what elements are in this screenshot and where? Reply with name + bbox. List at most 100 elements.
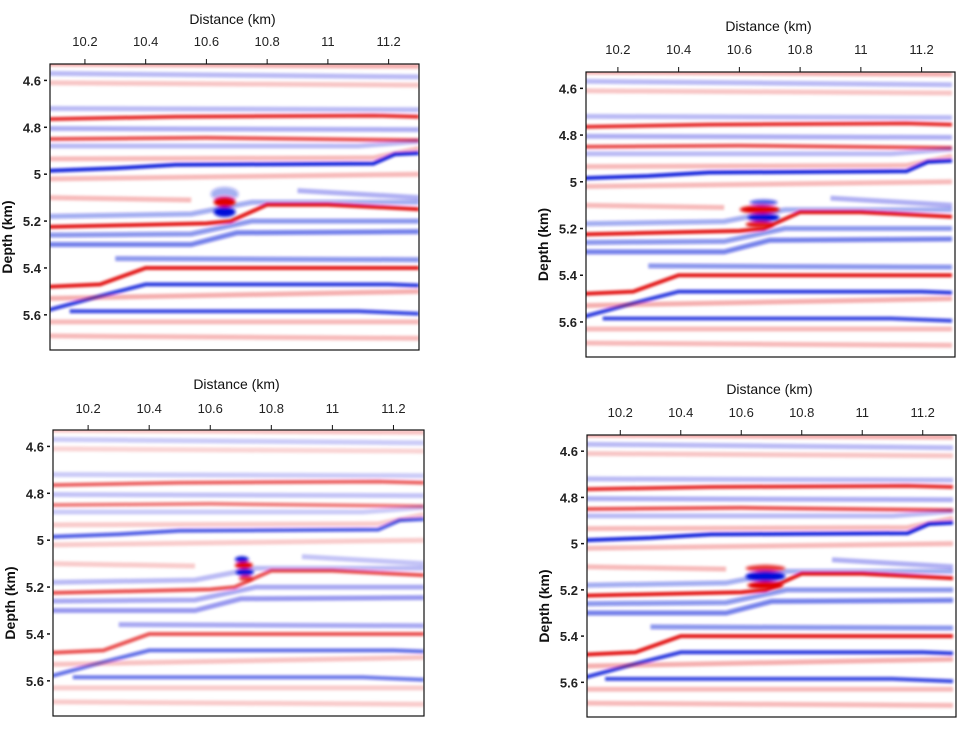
positive-reflector bbox=[53, 537, 424, 548]
x-tick-label: 11 bbox=[321, 34, 335, 49]
x-tick-label: 10.8 bbox=[254, 34, 279, 49]
negative-reflector bbox=[297, 188, 419, 201]
y-tick-label: 5.4 bbox=[23, 261, 42, 276]
y-tick-label: 4.8 bbox=[560, 490, 578, 505]
x-axis-title: Distance (km) bbox=[726, 381, 812, 397]
x-tick-label: 11.2 bbox=[381, 401, 405, 416]
x-tick-label: 10.8 bbox=[259, 401, 284, 416]
y-tick-label: 5.2 bbox=[560, 583, 578, 598]
panel-top-left: 10.2 10.4 10.6 10.8 11 11.2 4.6 4.8 5 5.2 5.4 5.6 Di… bbox=[0, 11, 420, 351]
y-axis-title: Depth (km) bbox=[0, 200, 15, 273]
x-tick-label: 11.2 bbox=[376, 34, 400, 49]
diffractor-anomaly bbox=[210, 187, 239, 217]
positive-reflector bbox=[53, 568, 424, 595]
negative-reflector bbox=[586, 226, 952, 245]
positive-reflector bbox=[587, 505, 954, 513]
y-tick-label: 5.4 bbox=[559, 268, 578, 283]
y-tick-label: 4.6 bbox=[560, 444, 578, 459]
x-tick-label: 10.6 bbox=[198, 401, 223, 416]
positive-reflector bbox=[50, 266, 419, 289]
positive-reflector bbox=[587, 634, 953, 657]
positive-reflector bbox=[586, 143, 953, 150]
negative-reflector bbox=[53, 595, 424, 613]
negative-reflector bbox=[831, 557, 954, 570]
positive-reflector bbox=[586, 202, 725, 210]
x-tick-label: 10.4 bbox=[668, 405, 693, 420]
positive-reflector bbox=[53, 479, 424, 488]
y-tick-label: 5 bbox=[37, 533, 44, 548]
negative-reflector bbox=[50, 218, 419, 238]
positive-reflector bbox=[50, 202, 419, 229]
negative-reflector bbox=[648, 263, 953, 270]
y-tick-label: 5.6 bbox=[559, 315, 577, 330]
positive-reflector bbox=[50, 80, 419, 88]
plot-frame bbox=[586, 434, 957, 718]
x-tick-label: 10.6 bbox=[727, 42, 752, 57]
x-tick-label: 10.6 bbox=[729, 405, 754, 420]
positive-reflector bbox=[586, 340, 953, 348]
x-tick-label: 10.2 bbox=[605, 42, 630, 57]
x-axis-title: Distance (km) bbox=[189, 11, 275, 27]
panel-bottom-left: 10.2 10.4 10.6 10.8 11 11.2 4.6 4.8 5 5.2 5.4 5.6 Di… bbox=[2, 376, 425, 717]
x-tick-label: 10.2 bbox=[72, 34, 97, 49]
x-axis-title: Distance (km) bbox=[725, 18, 811, 34]
negative-reflector bbox=[72, 675, 424, 682]
negative-reflector bbox=[50, 229, 419, 247]
positive-reflector bbox=[53, 446, 424, 454]
y-tick-label: 5.6 bbox=[23, 308, 41, 323]
positive-reflector bbox=[587, 451, 954, 459]
positive-reflector bbox=[50, 288, 419, 301]
positive-reflector bbox=[587, 515, 954, 532]
diffractor-anomaly bbox=[234, 556, 254, 582]
positive-reflector bbox=[53, 632, 424, 655]
positive-reflector bbox=[586, 121, 953, 129]
positive-reflector bbox=[50, 195, 192, 203]
negative-reflector bbox=[586, 78, 953, 88]
diffractor-anomaly bbox=[745, 564, 786, 590]
seismic-image bbox=[53, 430, 424, 707]
negative-reflector bbox=[50, 151, 419, 173]
diffractor-anomaly bbox=[739, 199, 780, 228]
y-axis-title: Depth (km) bbox=[536, 569, 552, 642]
negative-reflector bbox=[50, 282, 419, 312]
negative-reflector bbox=[115, 256, 419, 263]
positive-reflector bbox=[53, 699, 424, 707]
negative-reflector bbox=[53, 565, 424, 585]
negative-reflector bbox=[587, 597, 954, 616]
negative-reflector bbox=[605, 676, 954, 684]
y-tick-label: 5 bbox=[34, 167, 41, 182]
y-axis-title: Depth (km) bbox=[2, 566, 18, 639]
plot-frame bbox=[585, 71, 956, 358]
negative-reflector bbox=[53, 436, 424, 446]
positive-reflector bbox=[50, 171, 419, 182]
y-tick-label: 5.2 bbox=[559, 222, 577, 237]
positive-reflector bbox=[53, 561, 196, 569]
positive-reflector bbox=[53, 501, 424, 509]
plot-frame bbox=[52, 429, 425, 717]
negative-reflector bbox=[587, 476, 954, 483]
negative-reflector bbox=[586, 146, 953, 157]
positive-reflector bbox=[586, 88, 953, 96]
negative-reflector bbox=[53, 584, 424, 604]
panel-bottom-right: 10.2 10.4 10.6 10.8 11 11.2 4.6 4.8 5 5.2 5.4 5.6 Di… bbox=[536, 381, 957, 718]
negative-reflector bbox=[50, 106, 419, 113]
seismic-image bbox=[50, 64, 419, 341]
negative-reflector bbox=[587, 650, 954, 679]
negative-reflector bbox=[301, 554, 424, 567]
x-tick-label: 11 bbox=[854, 42, 868, 57]
x-tick-label: 11 bbox=[326, 401, 340, 416]
x-tick-label: 10.8 bbox=[787, 42, 812, 57]
y-tick-label: 5.6 bbox=[26, 674, 44, 689]
y-tick-label: 4.6 bbox=[23, 73, 41, 88]
positive-reflector bbox=[587, 656, 954, 669]
negative-reflector bbox=[587, 520, 954, 543]
positive-reflector bbox=[587, 483, 954, 492]
y-tick-label: 4.8 bbox=[23, 120, 41, 135]
positive-reflector bbox=[586, 179, 953, 189]
negative-reflector bbox=[586, 158, 953, 181]
x-tick-label: 10.4 bbox=[133, 34, 158, 49]
negative-reflector bbox=[53, 648, 424, 678]
negative-reflector bbox=[50, 126, 419, 133]
y-tick-label: 5.2 bbox=[23, 214, 41, 229]
negative-reflector bbox=[53, 472, 424, 479]
